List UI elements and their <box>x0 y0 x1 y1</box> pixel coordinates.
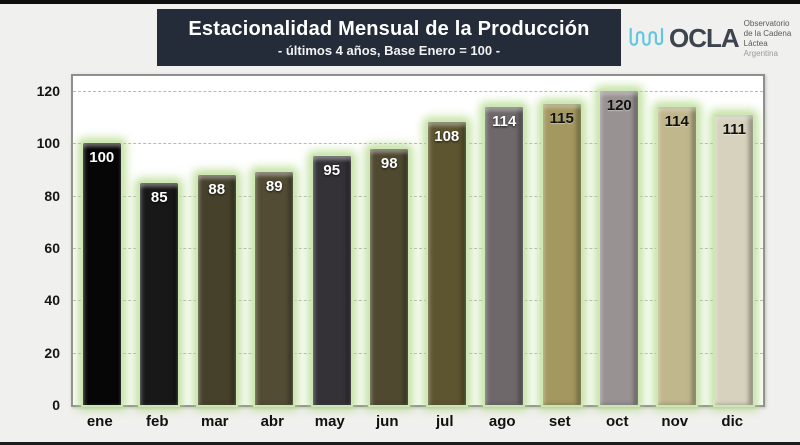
logo-org-line3: Argentina <box>743 49 778 58</box>
logo-org-line1: Observatorio <box>743 19 790 28</box>
bar-abr: 89 <box>255 172 294 405</box>
bar-value-set: 115 <box>549 110 574 128</box>
x-tick-mar: mar <box>200 413 229 430</box>
chart-title-box: Estacionalidad Mensual de la Producción … <box>157 9 621 66</box>
x-tick-set: set <box>548 413 571 430</box>
chart-subtitle: - últimos 4 años, Base Enero = 100 - <box>277 42 501 58</box>
x-tick-ago: ago <box>488 413 516 430</box>
gridline-120 <box>73 91 763 92</box>
x-tick-feb: feb <box>146 413 169 430</box>
bar-may: 95 <box>312 156 351 405</box>
bar-nov: 114 <box>657 106 696 405</box>
x-tick-jul: jul <box>436 413 454 430</box>
bar-feb: 85 <box>140 182 179 405</box>
gridline-80 <box>73 195 763 197</box>
gridline-20 <box>73 352 763 354</box>
bar-value-oct: 120 <box>606 97 632 114</box>
x-tick-may: may <box>314 413 345 430</box>
x-axis: ene feb mar abr may jun jul ago set oct nov dic <box>71 413 765 439</box>
logo-org-text: Observatorio de la Cadena Láctea Argenti… <box>744 17 796 59</box>
bar-value-nov: 114 <box>664 112 689 130</box>
bar-oct: 120 <box>600 91 639 405</box>
milk-wave-icon <box>629 27 664 46</box>
bar-value-ene: 100 <box>89 149 115 167</box>
y-axis: 0 20 40 60 80 100 120 <box>0 4 60 442</box>
gridline-60 <box>73 248 763 249</box>
x-tick-ene: ene <box>86 413 113 430</box>
y-tick-100: 100 <box>36 135 60 152</box>
bar-value-mar: 88 <box>208 180 226 198</box>
gridline-40 <box>73 300 763 302</box>
bar-value-ago: 114 <box>492 112 517 130</box>
bar-jun: 98 <box>370 148 409 405</box>
bar-ene: 100 <box>82 143 121 405</box>
gridline-100 <box>73 143 763 145</box>
bar-jul: 108 <box>427 122 466 405</box>
plot-area: 100 85 88 89 95 98 108 114 115 120 114 111 <box>71 74 765 407</box>
y-tick-40: 40 <box>44 292 60 309</box>
y-tick-20: 20 <box>44 344 60 361</box>
ocla-logo: OCLA Observatorio de la Cadena Láctea Ar… <box>628 16 796 60</box>
bar-value-abr: 89 <box>265 178 283 196</box>
x-tick-dic: dic <box>721 413 744 430</box>
bar-value-may: 95 <box>323 162 341 180</box>
y-tick-120: 120 <box>36 83 60 99</box>
chart-title: Estacionalidad Mensual de la Producción <box>188 17 590 40</box>
bar-value-jun: 98 <box>380 154 398 172</box>
bar-value-dic: 111 <box>722 120 746 138</box>
bar-value-feb: 85 <box>150 188 168 206</box>
bar-ago: 114 <box>485 106 524 405</box>
x-tick-oct: oct <box>606 413 629 430</box>
bar-dic: 111 <box>715 114 754 405</box>
x-tick-abr: abr <box>260 413 284 430</box>
x-tick-nov: nov <box>661 413 689 430</box>
y-tick-60: 60 <box>44 240 60 256</box>
bar-mar: 88 <box>197 174 236 405</box>
y-tick-0: 0 <box>52 397 60 413</box>
y-tick-80: 80 <box>44 187 60 204</box>
bar-set: 115 <box>542 104 581 405</box>
logo-wordmark: OCLA <box>669 23 740 53</box>
x-tick-jun: jun <box>376 413 399 430</box>
logo-org-line2: de la Cadena Láctea <box>743 29 792 48</box>
bar-value-jul: 108 <box>434 128 460 146</box>
